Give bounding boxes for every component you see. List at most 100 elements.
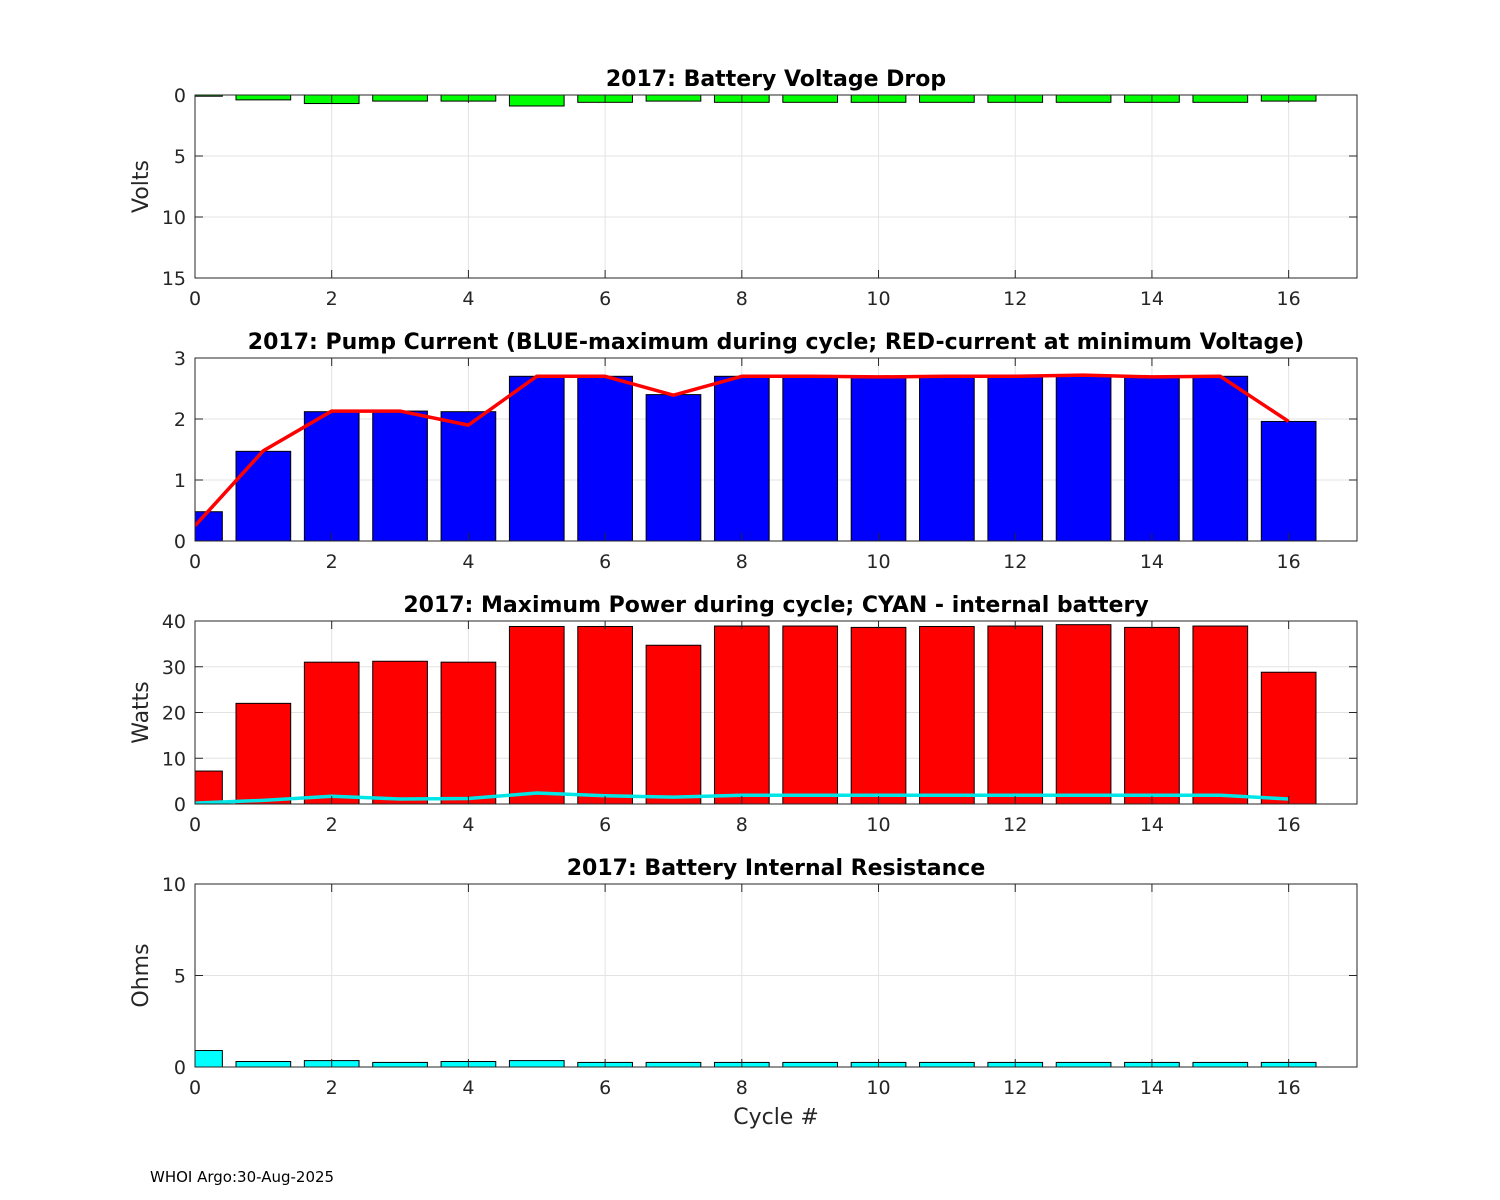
bar-cycle-1 [235,95,292,101]
plot-area [195,358,1357,541]
bar-cycle-2 [303,411,360,541]
x-tick-label: 4 [462,1077,474,1099]
y-axis-label: Ohms [129,943,154,1007]
y-tick-label: 2 [174,409,186,431]
x-tick-label: 12 [1003,814,1027,836]
x-tick-label: 0 [189,814,201,836]
plot-area [195,95,1357,278]
y-tick-label: 40 [162,611,186,633]
chart-panel-4: 0 2 4 6 8 10 12 14 16 0 5 10 2017: Battery Internal … [129,856,1358,1130]
bar-cycle-5 [508,375,565,541]
bar-cycle-6 [577,625,633,804]
x-tick-label: 12 [1003,1077,1027,1099]
chart-title: 2017: Battery Internal Resistance [567,856,986,881]
bar-cycle-13 [1055,95,1112,103]
axes-box [194,357,1358,542]
bar-cycle-10 [850,626,907,804]
bar-cycle-4 [440,411,497,541]
bar-cycle-8 [713,625,770,804]
y-axis-label: Volts [129,160,154,213]
x-tick-label: 4 [462,551,474,573]
bar-cycle-12 [987,375,1044,541]
plot-marks [195,373,1317,541]
y-tick-label: 10 [162,207,186,229]
y-tick-label: 0 [174,1057,186,1079]
bar-cycle-15 [1192,375,1249,541]
x-tick-label: 14 [1140,551,1164,573]
bar-cycle-11 [919,95,975,103]
bar-cycle-1 [235,702,292,804]
y-tick-label: 5 [174,146,186,168]
x-tick-label: 6 [599,288,611,310]
x-tick-label: 14 [1140,1077,1164,1099]
y-tick-label: 20 [162,703,186,725]
bar-cycle-8 [713,375,770,541]
bar-cycle-12 [987,625,1044,804]
x-tick-label: 0 [189,1077,201,1099]
x-tick-label: 2 [326,288,338,310]
x-tick-label: 16 [1277,288,1301,310]
x-tick-label: 8 [736,1077,748,1099]
y-tick-label: 10 [162,748,186,770]
x-axis-label: Cycle # [733,1105,819,1130]
chart-panel-3: 0 2 4 6 8 10 12 14 16 0 10 20 30 40 2017: Maximum Powe… [129,593,1358,836]
x-tick-label: 14 [1140,288,1164,310]
y-tick-label: 30 [162,657,186,679]
y-tick-label: 1 [174,470,186,492]
x-tick-label: 0 [189,288,201,310]
bar-cycle-9 [782,625,839,804]
y-tick-label: 0 [174,794,186,816]
bar-cycle-7 [645,644,702,804]
y-tick-label: 0 [174,85,186,107]
bar-cycle-7 [645,1061,702,1067]
chart-title: 2017: Battery Voltage Drop [606,67,946,92]
x-tick-label: 10 [866,1077,890,1099]
bar-cycle-6 [577,375,633,541]
x-tick-label: 10 [866,288,890,310]
y-tick-label: 10 [162,874,186,896]
y-axis-label: Watts [129,681,154,744]
bar-cycle-3 [372,410,428,541]
bar-cycle-5 [508,95,565,107]
x-tick-label: 6 [599,814,611,836]
x-tick-label: 4 [462,814,474,836]
x-tick-label: 10 [866,551,890,573]
bar-cycle-3 [372,660,428,804]
bar-cycle-13 [1055,624,1112,804]
chart-title: 2017: Pump Current (BLUE-maximum during … [248,330,1304,355]
x-tick-label: 2 [326,814,338,836]
x-tick-label: 14 [1140,814,1164,836]
bar-cycle-14 [1124,626,1180,804]
x-tick-label: 8 [736,814,748,836]
chart-panel-1: 0 2 4 6 8 10 12 14 16 0 5 10 15 2017: Battery Voltage… [129,67,1358,310]
bar-cycle-1 [235,450,292,541]
bar-cycle-3 [372,1061,428,1067]
bar-cycle-11 [919,625,975,804]
bar-cycle-14 [1124,377,1180,541]
bar-cycle-15 [1192,95,1249,103]
x-tick-label: 12 [1003,551,1027,573]
axes-box [194,94,1358,279]
bar-cycle-9 [782,375,839,541]
y-tick-label: 15 [162,268,186,290]
bar-cycle-11 [919,375,975,541]
bar-cycle-11 [919,1061,975,1067]
bar-cycle-7 [645,95,702,102]
bar-cycle-15 [1192,1061,1249,1067]
x-tick-label: 4 [462,288,474,310]
bar-cycle-1 [235,1061,292,1067]
x-tick-label: 8 [736,551,748,573]
x-tick-label: 16 [1277,1077,1301,1099]
bar-cycle-7 [645,394,702,541]
bar-cycle-16 [1260,420,1317,541]
bar-cycle-13 [1055,374,1112,541]
bar-cycle-2 [303,661,360,804]
y-tick-label: 3 [174,348,186,370]
chart-title: 2017: Maximum Power during cycle; CYAN -… [403,593,1148,618]
x-tick-label: 2 [326,1077,338,1099]
bar-cycle-13 [1055,1061,1112,1067]
footer-label: WHOI Argo:30-Aug-2025 [150,1168,334,1186]
bar-cycle-3 [372,95,428,102]
x-tick-label: 2 [326,551,338,573]
